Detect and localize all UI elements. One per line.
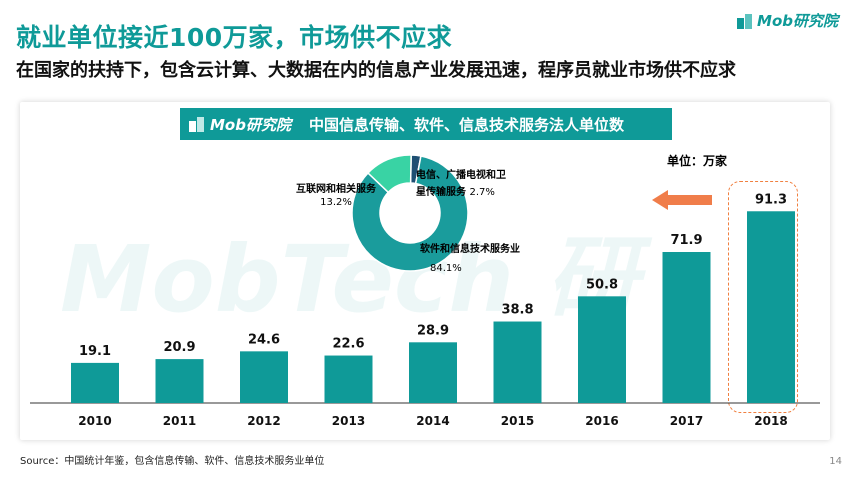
bar-value-label: 71.9 (670, 233, 702, 248)
bar-2018 (747, 211, 795, 403)
pie-label-telecom: 电信、广播电视和卫 星传输服务 2.7% (416, 166, 506, 198)
x-tick-label: 2011 (163, 414, 196, 428)
bar-2013 (324, 355, 373, 403)
bar-value-label: 20.9 (163, 340, 195, 355)
bar-value-label: 91.3 (755, 192, 787, 207)
bar-value-label: 28.9 (417, 323, 449, 338)
x-tick-label: 2014 (416, 414, 449, 428)
highlight-box-2018 (728, 181, 798, 413)
pie-label-software-name: 软件和信息技术服务业 (420, 244, 520, 255)
bar-value-label: 38.8 (501, 303, 533, 318)
bar-2016 (578, 296, 626, 403)
building-icon (189, 117, 204, 132)
pie-label-telecom-line1: 电信、广播电视和卫 (416, 170, 506, 181)
bar-2015 (493, 321, 542, 403)
brand-logo: Mob研究院 (736, 10, 838, 31)
page-number: 14 (829, 456, 842, 467)
pie-slice (351, 155, 469, 272)
bar-value-label: 24.6 (248, 332, 280, 347)
x-tick-label: 2012 (247, 414, 280, 428)
bar-2010 (71, 362, 119, 403)
chart-title: 中国信息传输、软件、信息技术服务法人单位数 (308, 115, 624, 134)
pie-label-telecom-pct: 2.7% (469, 187, 495, 198)
left-arrow-icon (652, 190, 712, 210)
brand-logo-text: Mob研究院 (757, 12, 838, 30)
x-tick-label: 2013 (332, 414, 365, 428)
bar-2017 (662, 252, 711, 403)
unit-label: 单位：万家 (667, 154, 728, 168)
pie-slice (366, 154, 412, 194)
bar-value-label: 50.8 (586, 277, 618, 292)
bar-value-label: 22.6 (332, 337, 364, 352)
pie-label-internet: 互联网和相关服务 13.2% (278, 180, 394, 208)
bar-2012 (240, 351, 288, 403)
bar-2011 (155, 359, 204, 403)
watermark: MobTech 研 (60, 226, 638, 333)
page-title: 就业单位接近100万家，市场供不应求 (16, 23, 453, 52)
pie-label-software: 软件和信息技术服务业 84.1% (420, 240, 520, 274)
banner-logo: Mob研究院 (180, 114, 291, 135)
page-subtitle: 在国家的扶持下，包含云计算、大数据在内的信息产业发展迅速，程序员就业市场供不应求 (16, 60, 736, 81)
pie-label-internet-pct: 13.2% (320, 197, 352, 208)
bar-value-label: 19.1 (79, 344, 111, 359)
pie-label-telecom-line2: 星传输服务 (416, 187, 466, 198)
banner-logo-text: Mob研究院 (210, 115, 291, 134)
x-tick-label: 2015 (501, 414, 534, 428)
bar-2014 (409, 342, 457, 403)
source-note: Source：中国统计年鉴，包含信息传输、软件、信息技术服务业单位 (20, 456, 325, 467)
pie-label-internet-name: 互联网和相关服务 (296, 184, 376, 195)
x-tick-label: 2010 (78, 414, 111, 428)
building-icon (737, 13, 753, 29)
x-tick-label: 2018 (754, 414, 787, 428)
pie-chart (351, 154, 469, 272)
x-tick-label: 2017 (670, 414, 703, 428)
x-tick-label: 2016 (585, 414, 618, 428)
chart-banner: Mob研究院 中国信息传输、软件、信息技术服务法人单位数 (180, 108, 672, 140)
pie-label-software-pct: 84.1% (430, 263, 462, 274)
